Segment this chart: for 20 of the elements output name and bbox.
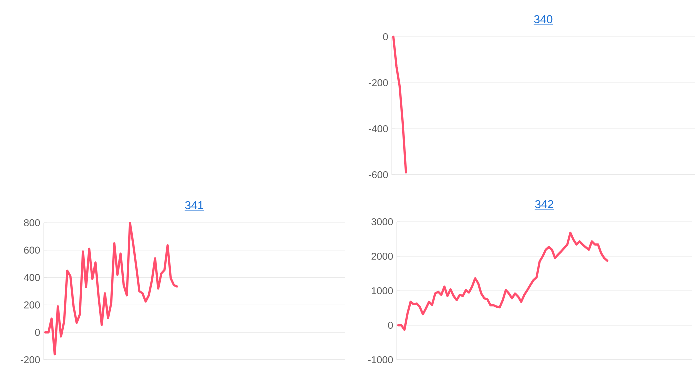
y-tick-label: -400 [368,125,388,133]
y-tick-label: -200 [368,79,388,87]
chart-title: 342 [535,200,554,209]
y-tick-label: 0 [383,33,388,41]
y-tick-label: -600 [368,171,388,179]
y-tick-label: 0 [35,329,40,336]
y-tick-label: 600 [24,246,40,254]
line-series [397,232,609,332]
y-tick-label: -1000 [368,356,394,364]
y-tick-label: 800 [24,219,40,227]
y-tick-label: -200 [20,356,40,364]
y-tick-label: 200 [24,302,40,309]
chart-title: 340 [534,15,553,24]
y-tick-label: 1000 [372,287,394,295]
y-tick-label: 400 [24,274,40,282]
y-tick-label: 3000 [372,218,394,226]
y-tick-label: 2000 [372,252,394,260]
chart-title: 341 [185,201,204,210]
line-series [44,222,178,356]
y-tick-label: 0 [388,322,394,330]
